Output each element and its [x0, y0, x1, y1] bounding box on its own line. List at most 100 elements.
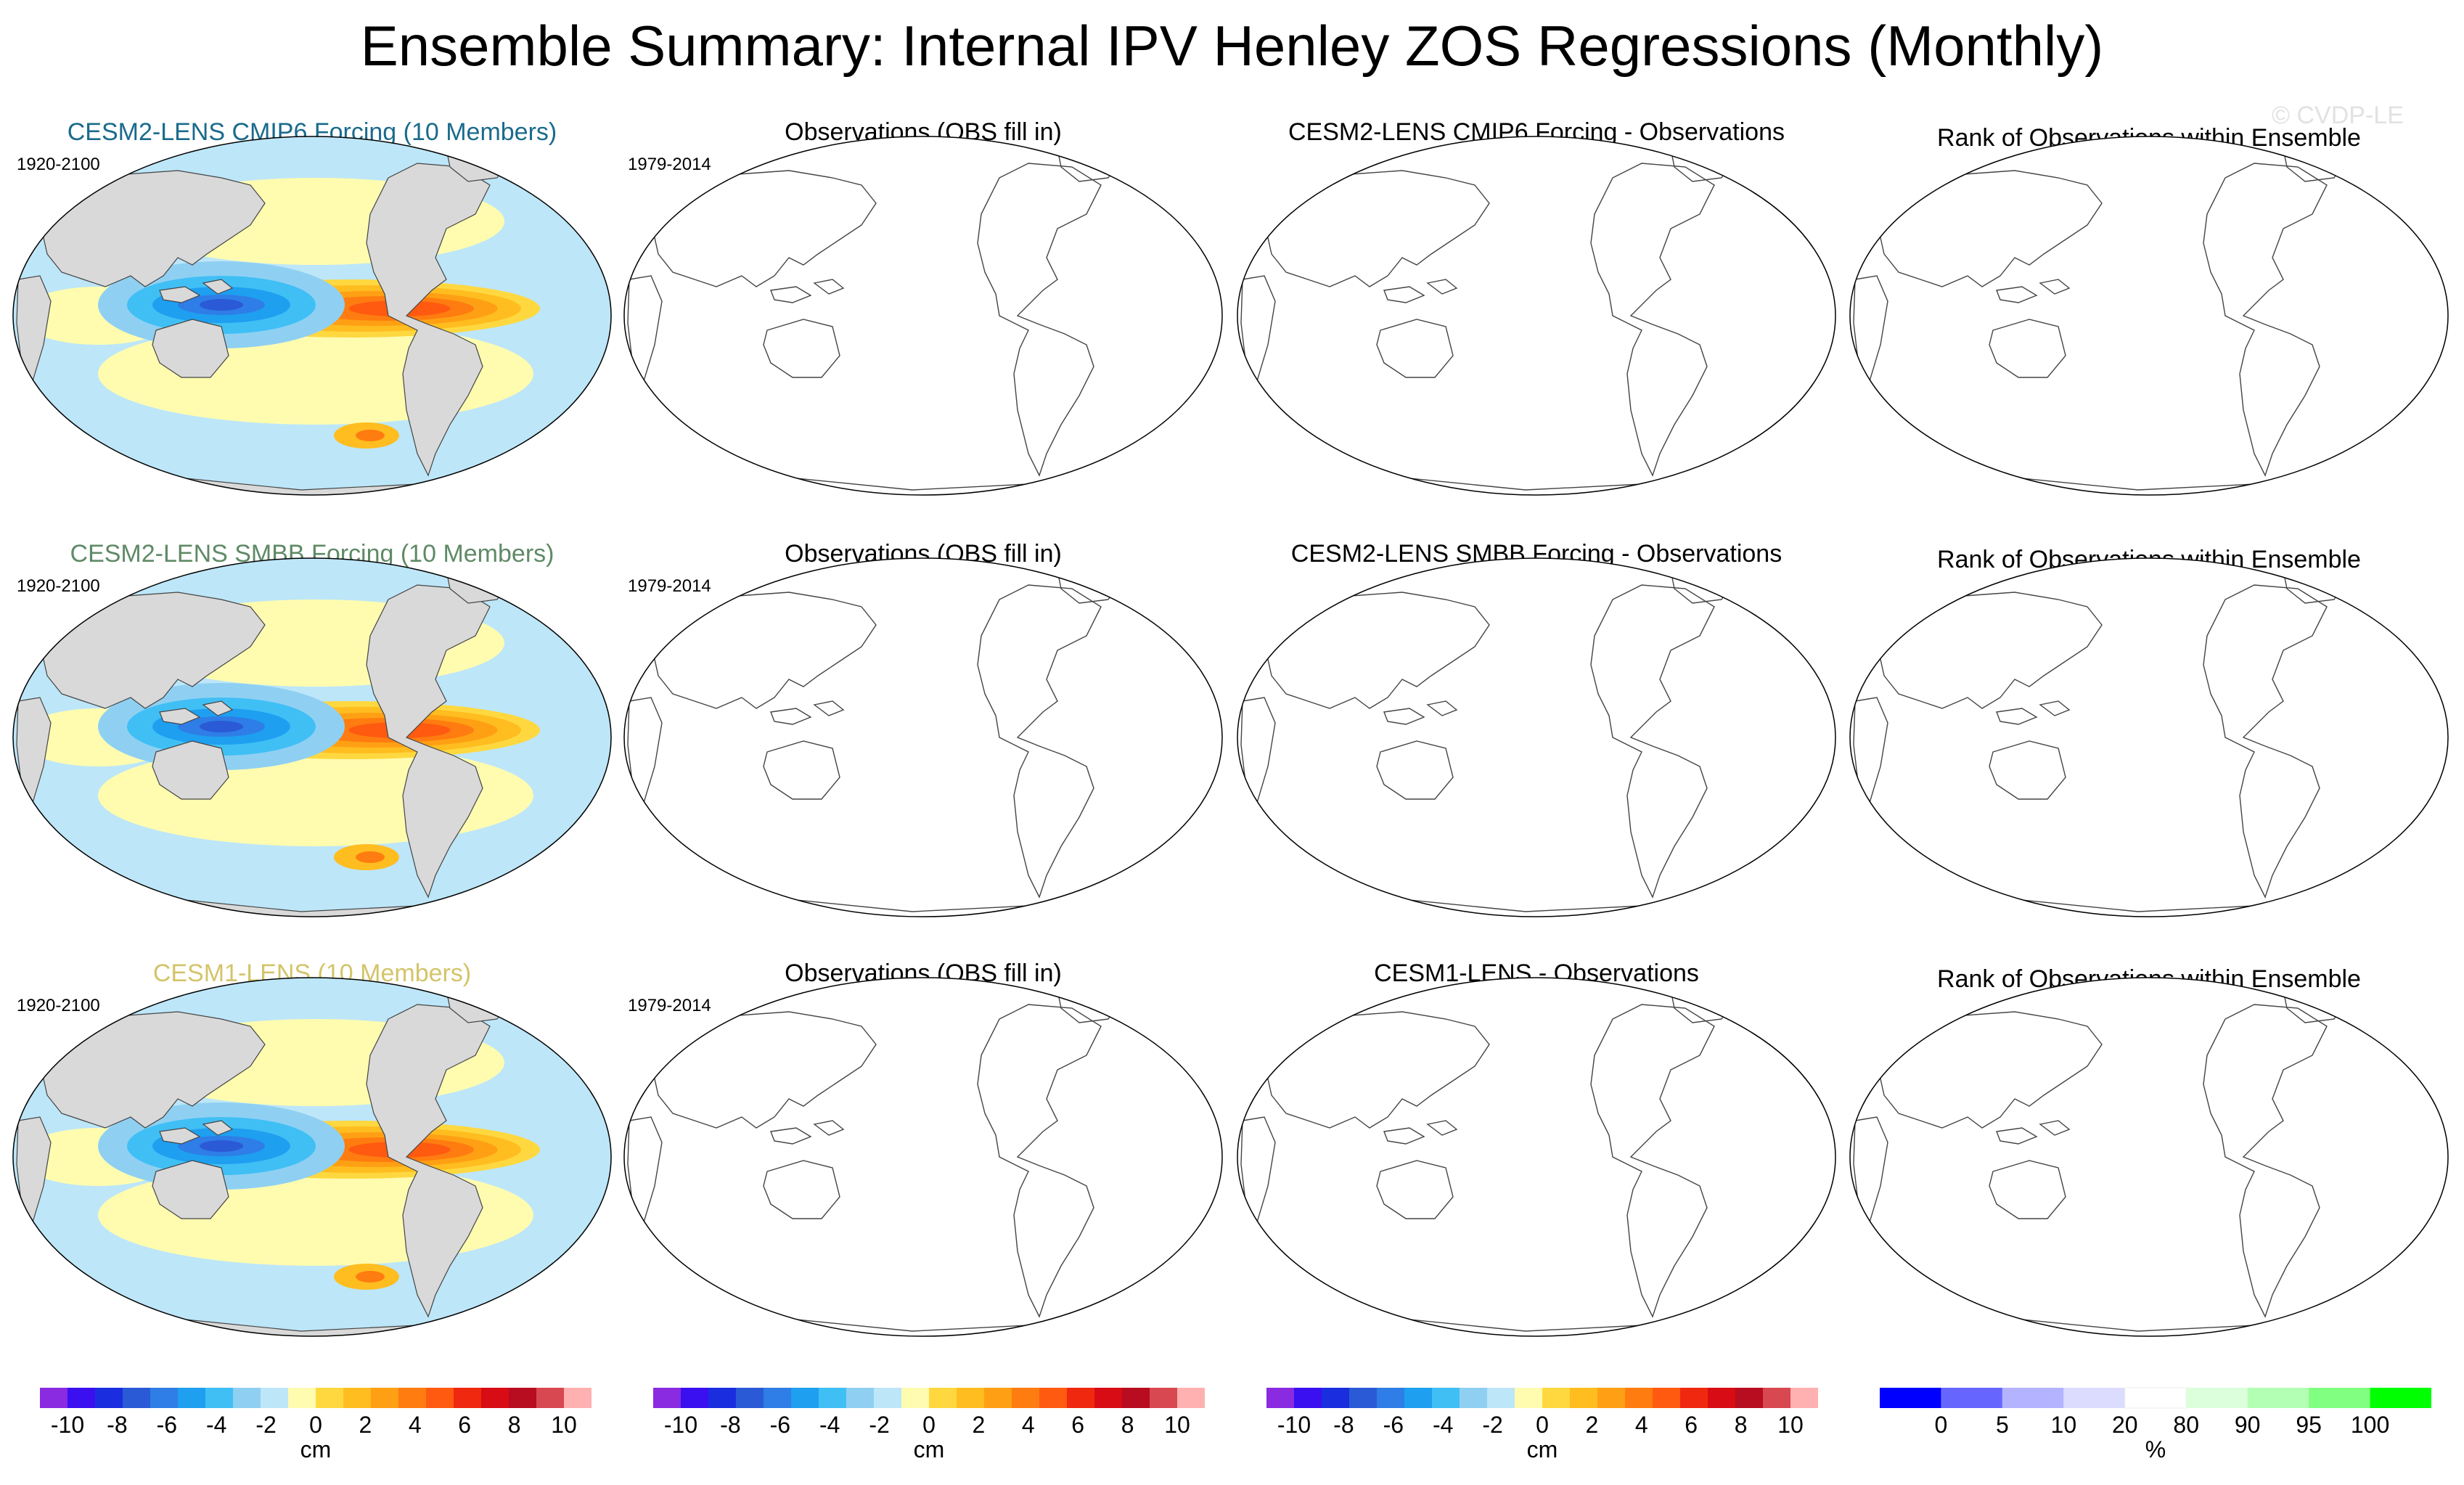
- colorbar-3-swatch: [1294, 1388, 1322, 1408]
- colorbar-1-swatch: [371, 1388, 398, 1408]
- map-panel-difference-row3: [1235, 975, 1838, 1338]
- colorbar-2-swatch: [984, 1388, 1012, 1408]
- map-panel-observations-row1: [622, 134, 1224, 497]
- colorbar-3-swatch: [1404, 1388, 1432, 1408]
- colorbar-4-tick-label: 10: [2051, 1412, 2077, 1438]
- world-map-rank-row2: [1849, 557, 2449, 917]
- period-label-observations-row1: 1979-2014: [628, 155, 711, 174]
- period-label-observations-row3: 1979-2014: [628, 996, 711, 1015]
- colorbar-1-tick-label: -2: [255, 1412, 276, 1438]
- colorbar-3-swatch: [1625, 1388, 1653, 1408]
- colorbar-1-swatch: [509, 1388, 536, 1408]
- colorbar-2: -10 -8 -6 -4 -2 0 2 4 6 8 10 cm: [653, 1385, 1205, 1465]
- colorbar-1-swatch: [454, 1388, 481, 1408]
- colorbar-2-swatch: [681, 1388, 708, 1408]
- colorbar-4-swatch: [2370, 1388, 2431, 1408]
- colorbar-1-tick-label: 10: [551, 1412, 577, 1438]
- colorbar-2-swatch: [957, 1388, 984, 1408]
- colorbar-3-tick-label: -4: [1433, 1412, 1453, 1438]
- colorbar-2-swatch: [901, 1388, 929, 1408]
- colorbar-3-swatch: [1349, 1388, 1377, 1408]
- colorbar-2-tick-label: 2: [973, 1412, 986, 1438]
- map-panel-rank-row1: [1848, 134, 2450, 497]
- colorbar-4-unit-label: %: [2145, 1436, 2166, 1462]
- colorbar-2-swatch: [791, 1388, 819, 1408]
- colorbar-3-swatch: [1763, 1388, 1790, 1408]
- colorbar-3-swatch: [1460, 1388, 1487, 1408]
- colorbar-3-tick-label: -8: [1333, 1412, 1354, 1438]
- map-panel-rank-row3: [1848, 975, 2450, 1338]
- colorbar-4-tick-label: 100: [2351, 1412, 2389, 1438]
- colorbar-3-tick-label: -2: [1482, 1412, 1502, 1438]
- colorbar-2-swatch: [1122, 1388, 1150, 1408]
- period-label-observations-row2: 1979-2014: [628, 576, 711, 596]
- colorbar-3-swatch: [1735, 1388, 1763, 1408]
- colorbar-2-tick-label: 6: [1071, 1412, 1084, 1438]
- colorbar-3-tick-label: 0: [1536, 1412, 1549, 1438]
- colorbar-2-swatch: [929, 1388, 957, 1408]
- colorbar-2-tick-label: 8: [1121, 1412, 1134, 1438]
- colorbar-2-swatch: [846, 1388, 874, 1408]
- colorbar-2-swatch: [1177, 1388, 1205, 1408]
- colorbar-4-tick-label: 0: [1935, 1412, 1948, 1438]
- colorbar-4-tick-label: 95: [2296, 1412, 2322, 1438]
- colorbar-1-tick-label: 0: [309, 1412, 322, 1438]
- colorbar-4-tick-label: 90: [2235, 1412, 2261, 1438]
- period-label-ensemble-row3: 1920-2100: [17, 996, 100, 1015]
- colorbar-3-swatch: [1680, 1388, 1708, 1408]
- colorbar-2-swatch: [764, 1388, 791, 1408]
- colorbar-1-swatch: [481, 1388, 509, 1408]
- colorbar-1-tick-label: 6: [458, 1412, 471, 1438]
- colorbar-3-tick-label: 4: [1635, 1412, 1648, 1438]
- colorbar-2-swatch: [736, 1388, 764, 1408]
- colorbar-2-swatch: [708, 1388, 736, 1408]
- colorbar-4-swatch: [1880, 1388, 1941, 1408]
- colorbar-3-unit-label: cm: [1527, 1436, 1558, 1462]
- colorbar-4-swatch: [1941, 1388, 2002, 1408]
- colorbar-3-tick-label: -6: [1383, 1412, 1404, 1438]
- colorbar-3-swatch: [1542, 1388, 1570, 1408]
- colorbar-3-tick-label: 8: [1735, 1412, 1748, 1438]
- world-map-difference-row3: [1237, 977, 1836, 1337]
- map-panel-rank-row2: [1848, 556, 2450, 919]
- colorbar-3-swatch: [1790, 1388, 1818, 1408]
- colorbar-3-swatch: [1515, 1388, 1542, 1408]
- colorbar-1-tick-label: -6: [157, 1412, 177, 1438]
- colorbar-4-tick-label: 5: [1996, 1412, 2009, 1438]
- world-map-difference-row2: [1237, 557, 1836, 917]
- figure-title: Ensemble Summary: Internal IPV Henley ZO…: [360, 14, 2104, 78]
- colorbar-2-swatch: [1150, 1388, 1177, 1408]
- map-panel-observations-row2: [622, 556, 1224, 919]
- colorbar-1-tick-label: -4: [206, 1412, 226, 1438]
- colorbar-2-swatch: [874, 1388, 901, 1408]
- world-map-rank-row3: [1849, 977, 2449, 1337]
- world-map-observations-row1: [623, 136, 1223, 496]
- colorbar-1-tick-label: 8: [508, 1412, 521, 1438]
- period-label-ensemble-row2: 1920-2100: [17, 576, 100, 596]
- colorbar-4-swatch: [2309, 1388, 2370, 1408]
- colorbar-3-swatch: [1570, 1388, 1597, 1408]
- colorbar-1-swatch: [95, 1388, 123, 1408]
- colorbar-2-tick-label: -10: [664, 1412, 697, 1438]
- colorbar-3-swatch: [1432, 1388, 1460, 1408]
- colorbar-2-tick-label: -8: [720, 1412, 740, 1438]
- period-label-ensemble-row1: 1920-2100: [17, 155, 100, 174]
- colorbar-1: -10 -8 -6 -4 -2 0 2 4 6 8 10 cm: [40, 1385, 592, 1465]
- world-map-rank-row1: [1849, 136, 2449, 496]
- colorbar-2-tick-label: -4: [819, 1412, 840, 1438]
- colorbar-2-tick-label: 4: [1022, 1412, 1035, 1438]
- colorbar-2-swatch: [1012, 1388, 1039, 1408]
- colorbar-1-swatch: [123, 1388, 150, 1408]
- colorbar-2-tick-label: -2: [869, 1412, 889, 1438]
- map-panel-ensemble-row2: [11, 556, 613, 919]
- colorbar-1-swatch: [67, 1388, 95, 1408]
- colorbar-2-tick-label: 10: [1164, 1412, 1190, 1438]
- colorbar-1-tick-label: 4: [409, 1412, 422, 1438]
- colorbar-3-swatch: [1266, 1388, 1294, 1408]
- colorbar-1-tick-label: -8: [107, 1412, 127, 1438]
- colorbar-4-swatch: [2002, 1388, 2064, 1408]
- colorbar-2-swatch: [1094, 1388, 1122, 1408]
- colorbar-1-tick-label: -10: [51, 1412, 84, 1438]
- colorbar-1-swatch: [398, 1388, 426, 1408]
- colorbar-2-swatch: [1067, 1388, 1094, 1408]
